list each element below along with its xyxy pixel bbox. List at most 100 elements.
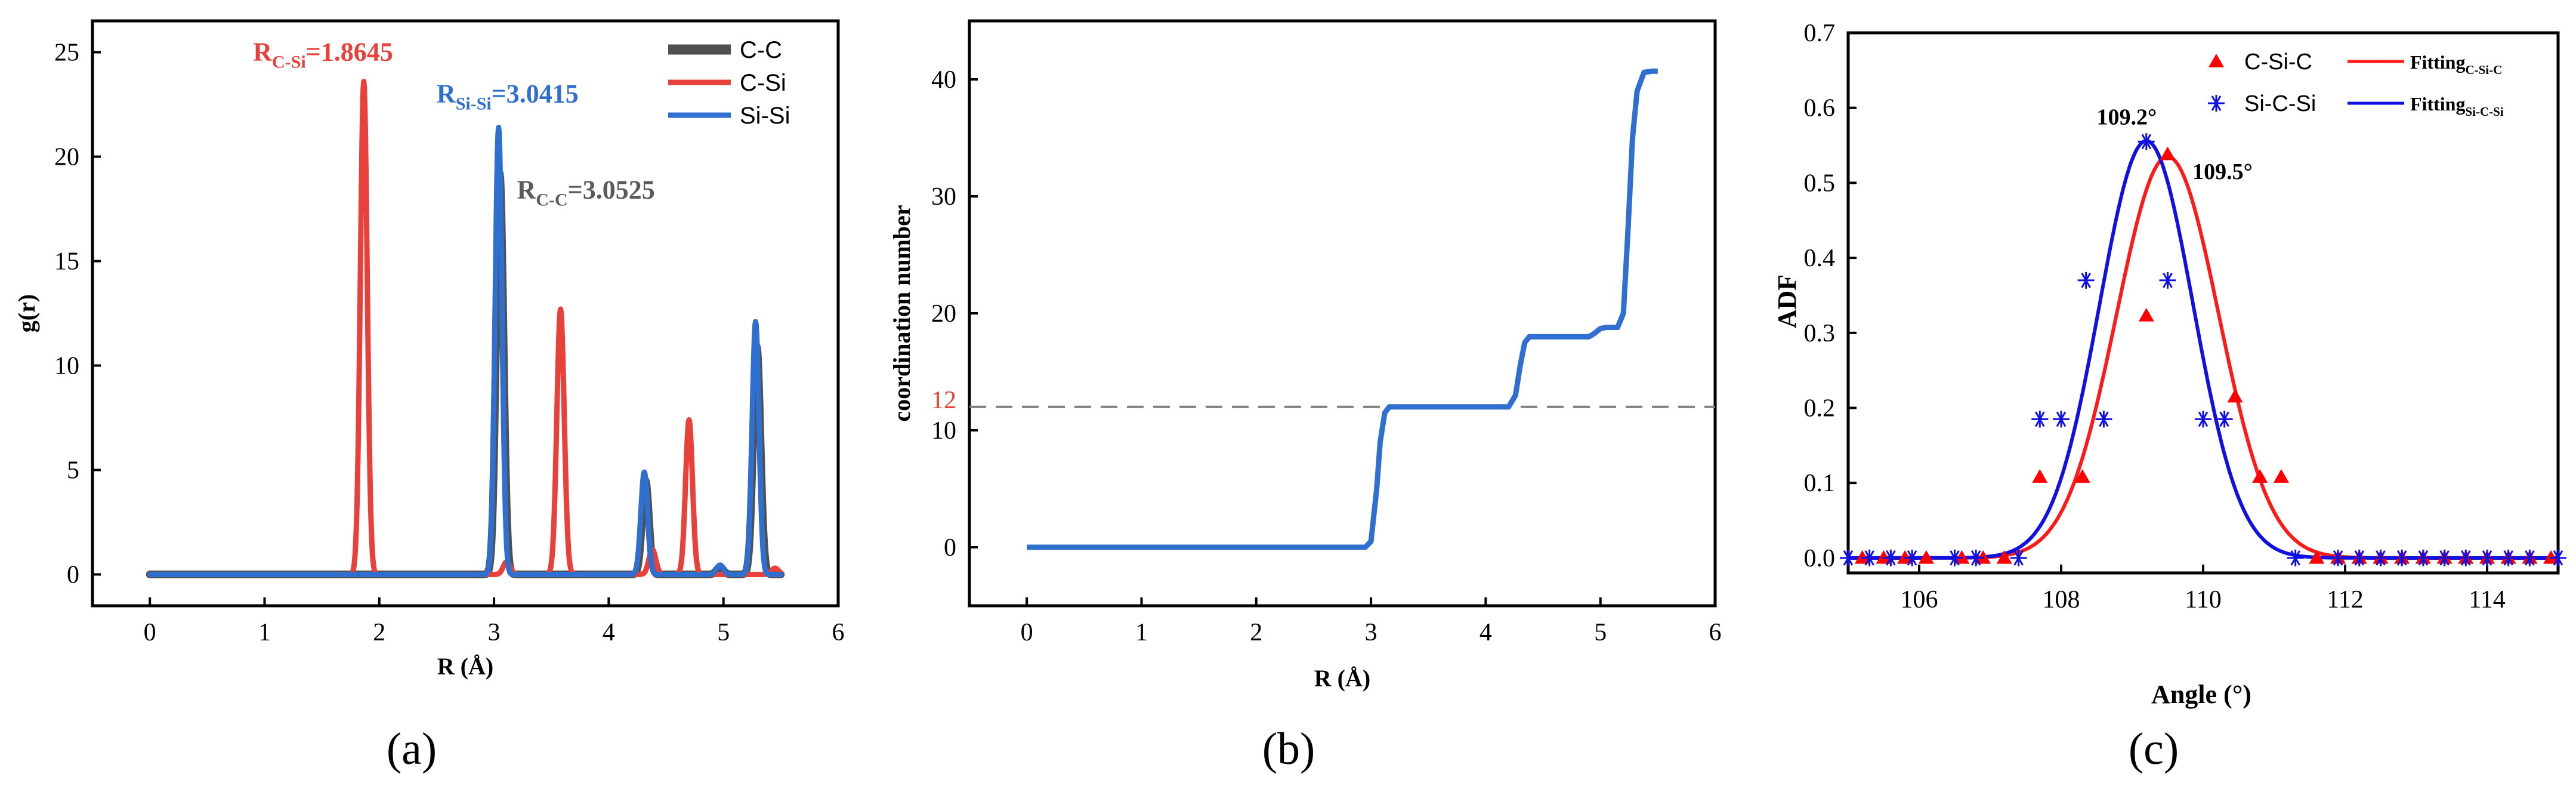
x-tick-label: 108 (2043, 586, 2080, 614)
data-point-c-si-c (2273, 469, 2289, 483)
x-tick-label: 110 (2185, 586, 2221, 614)
x-tick-label: 0 (144, 619, 156, 646)
data-point-si-c-si (2031, 411, 2049, 428)
legend-label-fit: FittingSi-C-Si (2410, 93, 2504, 119)
data-point-c-si-c (2032, 469, 2048, 483)
panel-c: 106 108 110 112 1140.00.10.20.30.40.50.60.7 … (1772, 20, 2566, 774)
x-tick-label: 5 (717, 619, 730, 646)
y-tick-label: 0.4 (1804, 245, 1836, 272)
data-point-si-c-si (2457, 549, 2475, 566)
peak-annotation: RSi-Si=3.0415 (437, 79, 579, 114)
data-point-c-si-c (1954, 550, 1970, 564)
panel-a-x-axis-title: R (Å) (437, 653, 493, 680)
data-point-c-si-c (2227, 389, 2243, 403)
data-point-c-si-c (2160, 146, 2176, 161)
data-point-si-c-si (2550, 549, 2566, 566)
panel-a-y-axis-title: g(r) (13, 294, 40, 332)
x-tick-label: 3 (488, 619, 501, 646)
coordination-number-line (1027, 68, 1658, 550)
data-point-si-c-si (2159, 272, 2176, 289)
y-tick-label: 0 (944, 534, 956, 562)
x-tick-label: 4 (1479, 619, 1492, 646)
panel-a-plot-frame (91, 19, 840, 608)
x-tick-label: 1 (1135, 619, 1148, 646)
y-tick-label: 0.2 (1804, 394, 1836, 422)
y-tick-label: 0.7 (1804, 20, 1836, 47)
legend-label-fit: FittingC-Si-C (2410, 51, 2502, 77)
panel-b-y-axis-title: coordination number (888, 205, 915, 421)
series-line-c-si (147, 79, 784, 577)
data-point-si-c-si (2500, 549, 2517, 566)
legend-marker-c-si-c (2209, 54, 2224, 67)
panel-a-caption: (a) (387, 724, 437, 774)
y-tick-label: 20 (931, 300, 956, 328)
data-point-si-c-si (1882, 549, 1899, 566)
data-point-si-c-si (2095, 411, 2112, 428)
y-tick-label: 5 (67, 457, 79, 485)
y-tick-label: 0.5 (1804, 169, 1836, 197)
reference-line-label: 12 (931, 387, 956, 414)
y-tick-label: 30 (931, 183, 956, 211)
panel-b-plot-frame (968, 19, 1717, 608)
x-tick-label: 0 (1021, 619, 1033, 646)
data-point-c-si-c (1897, 550, 1913, 564)
data-point-c-si-c (2074, 469, 2090, 483)
x-tick-label: 6 (1709, 619, 1722, 646)
y-tick-label: 0.0 (1804, 545, 1836, 572)
y-tick-label: 10 (931, 417, 956, 445)
data-point-si-c-si (2138, 133, 2155, 150)
x-tick-label: 2 (373, 619, 385, 646)
x-tick-label: 106 (1901, 586, 1938, 614)
panel-c-x-axis-title: Angle (°) (2151, 680, 2251, 709)
data-point-si-c-si (2414, 549, 2432, 566)
x-tick-label: 4 (603, 619, 615, 646)
panel-b-caption: (b) (1262, 724, 1315, 774)
legend-label-si-si: Si-Si (740, 103, 790, 129)
data-point-si-c-si (1840, 549, 1857, 566)
data-point-si-c-si (2053, 411, 2070, 428)
series-line-si-si (147, 125, 784, 577)
data-point-si-c-si (2350, 549, 2368, 566)
x-tick-label: 6 (832, 619, 845, 646)
y-tick-label: 40 (931, 66, 956, 94)
data-point-si-c-si (2195, 411, 2211, 428)
data-point-si-c-si (2010, 549, 2027, 566)
data-point-c-si-c (1876, 550, 1892, 564)
y-tick-label: 15 (54, 248, 79, 276)
data-point-si-c-si (2287, 549, 2304, 566)
data-point-c-si-c (2138, 307, 2154, 322)
data-point-si-c-si (2216, 411, 2233, 428)
y-tick-label: 0.1 (1804, 470, 1836, 497)
y-tick-label: 0 (67, 562, 79, 589)
data-point-si-c-si (2077, 272, 2095, 289)
panel-c-caption: (c) (2129, 724, 2179, 774)
legend-label-c-c: C-C (740, 37, 782, 63)
peak-annotation: RC-Si=1.8645 (253, 38, 393, 72)
peak-angle-label: 109.5° (2192, 159, 2253, 184)
data-point-si-c-si (2393, 549, 2411, 566)
data-point-si-c-si (2436, 549, 2453, 566)
y-tick-label: 10 (54, 353, 79, 380)
x-tick-label: 1 (258, 619, 271, 646)
panel-a: 0 1 2 3 4 5 6 0 5 10 15 20 25 C-C C-Si Si-Si RC-Si=1.8… (13, 19, 845, 774)
legend-marker-si-c-si (2208, 95, 2225, 112)
panel-c-y-axis-title: ADF (1772, 275, 1802, 328)
data-point-si-c-si (1946, 549, 1963, 566)
y-tick-label: 0.3 (1804, 320, 1836, 347)
y-tick-label: 0.6 (1804, 95, 1836, 122)
legend-label-c-si: C-Si (740, 70, 786, 96)
data-point-si-c-si (1904, 549, 1921, 566)
data-point-si-c-si (1861, 549, 1878, 566)
x-tick-label: 5 (1594, 619, 1607, 646)
x-tick-label: 2 (1250, 619, 1262, 646)
peak-angle-label: 109.2° (2097, 104, 2157, 130)
x-tick-label: 114 (2469, 586, 2505, 614)
data-point-c-si-c (1996, 550, 2012, 564)
data-point-c-si-c (1918, 550, 1934, 564)
peak-annotation: RC-C=3.0525 (517, 175, 655, 210)
data-point-si-c-si (2479, 549, 2495, 566)
x-tick-label: 3 (1365, 619, 1377, 646)
data-point-c-si-c (2543, 550, 2559, 564)
